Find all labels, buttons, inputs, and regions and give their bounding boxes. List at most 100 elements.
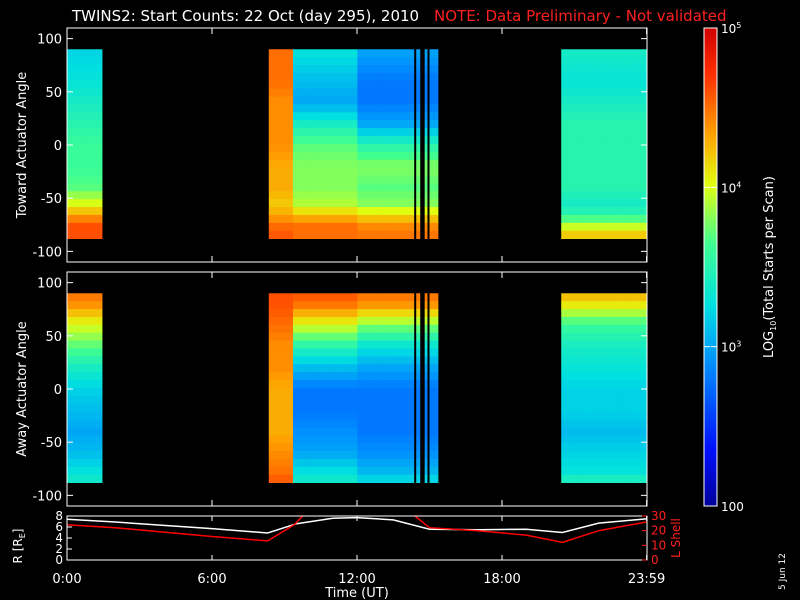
p1-heatmap-cell [597,80,603,90]
p1-heatmap-cell [280,151,286,161]
p1-heatmap-cell [589,96,595,105]
p2-heatmap-cell [292,364,298,373]
p1-heatmap-cell [565,191,570,200]
p2-heatmap-cell [614,293,619,302]
p2-heatmap-cell [618,380,623,389]
p2-heatmap-cell [98,324,103,334]
p2-heatmap-cell [345,451,350,460]
p1-heatmap-cell [70,65,76,74]
p2-heatmap-cell [305,340,310,349]
p1-heatmap-cell [284,72,290,82]
p2-heatmap-cell [610,309,615,318]
p2-heatmap-cell [82,435,87,444]
p2-heatmap-cell [357,293,362,302]
p2-heatmap-cell [602,364,607,373]
p2-heatmap-cell [405,356,411,365]
p1-heatmap-cell [589,207,595,216]
p1-heatmap-cell [70,57,76,66]
toward-heatmap [67,49,647,239]
p2-heatmap-cell [337,293,342,302]
p1-heatmap-cell [288,199,294,208]
p2-heatmap-cell [606,451,611,460]
p1-heatmap-cell [74,112,80,121]
p1-heatmap-cell [349,72,354,82]
p2-heatmap-cell [429,364,435,373]
p1-heatmap-cell [357,49,362,58]
p2-heatmap-cell [614,458,619,468]
p1-heatmap-cell [630,49,636,58]
p1-heatmap-cell [626,57,632,66]
p1-heatmap-cell [325,112,330,121]
p2-heatmap-cell [385,356,391,365]
p2-heatmap-cell [313,403,318,412]
p2-heatmap-cell [276,293,282,302]
p2-heatmap-cell [397,403,403,412]
p1-heatmap-cell [614,167,619,176]
p1-heatmap-cell [349,49,354,58]
p2-heatmap-cell [626,364,632,373]
p2-heatmap-cell [365,474,370,483]
p2-heatmap-cell [313,332,318,342]
p1-heatmap-cell [634,80,640,90]
p2-heatmap-cell [425,340,428,349]
p2-heatmap-cell [610,395,615,405]
p2-heatmap-cell [593,340,599,349]
p1-heatmap-cell [349,222,354,232]
p1-heatmap-cell [418,136,421,145]
p2-heatmap-cell [67,364,72,373]
p2-heatmap-cell [288,356,294,365]
p1-heatmap-cell [424,65,427,74]
p2-heatmap-cell [618,458,623,468]
p1-heatmap-cell [82,151,87,161]
p1-heatmap-cell [276,143,282,153]
p2-heatmap-cell [280,451,286,460]
p2-heatmap-cell [634,387,640,397]
p1-heatmap-cell [321,167,326,176]
p2-heatmap-cell [313,387,318,397]
p2-heatmap-cell [98,309,103,318]
p1-heatmap-cell [82,57,87,66]
p1-heatmap-cell [361,214,366,224]
p2-heatmap-cell [589,293,595,302]
p1-heatmap-cell [622,143,627,153]
p1-heatmap-cell [301,183,306,192]
p1-heatmap-cell [585,159,591,168]
p1-heatmap-cell [561,151,566,161]
p2-heatmap-cell [94,332,99,342]
p1-heatmap-cell [70,183,76,192]
p2-heatmap-cell [385,419,391,428]
p2-heatmap-cell [565,380,570,389]
p2-heatmap-cell [385,411,391,420]
p2-heatmap-cell [424,395,427,405]
p1-heatmap-cell [577,143,583,153]
p2-heatmap-cell [329,356,334,365]
p2-heatmap-cell [614,324,619,334]
p2-heatmap-cell [401,435,407,444]
p2-heatmap-cell [610,293,615,302]
p2-heatmap-cell [638,324,644,334]
p2-heatmap-cell [597,435,603,444]
p2-heatmap-cell [365,395,370,405]
p2-heatmap-cell [98,348,103,357]
p1-heatmap-cell [401,214,407,224]
p1-heatmap-cell [425,120,428,129]
p2-heatmap-cell [325,356,330,365]
p2-heatmap-cell [301,395,306,405]
p1-heatmap-cell [309,49,314,58]
p2-heatmap-cell [353,419,358,428]
p2-heatmap-cell [585,451,591,460]
p2-heatmap-cell [284,380,290,389]
p1-heatmap-cell [67,120,72,129]
p2-heatmap-cell [425,411,428,420]
p1-heatmap-cell [268,49,274,58]
p2-heatmap-cell [333,348,338,357]
p1-heatmap-cell [569,151,574,161]
p1-heatmap-cell [593,199,599,208]
p2-heatmap-cell [401,380,407,389]
p1-heatmap-cell [70,112,76,121]
p1-heatmap-cell [401,49,407,58]
p1-heatmap-cell [597,65,603,74]
p2-heatmap-cell [585,380,591,389]
